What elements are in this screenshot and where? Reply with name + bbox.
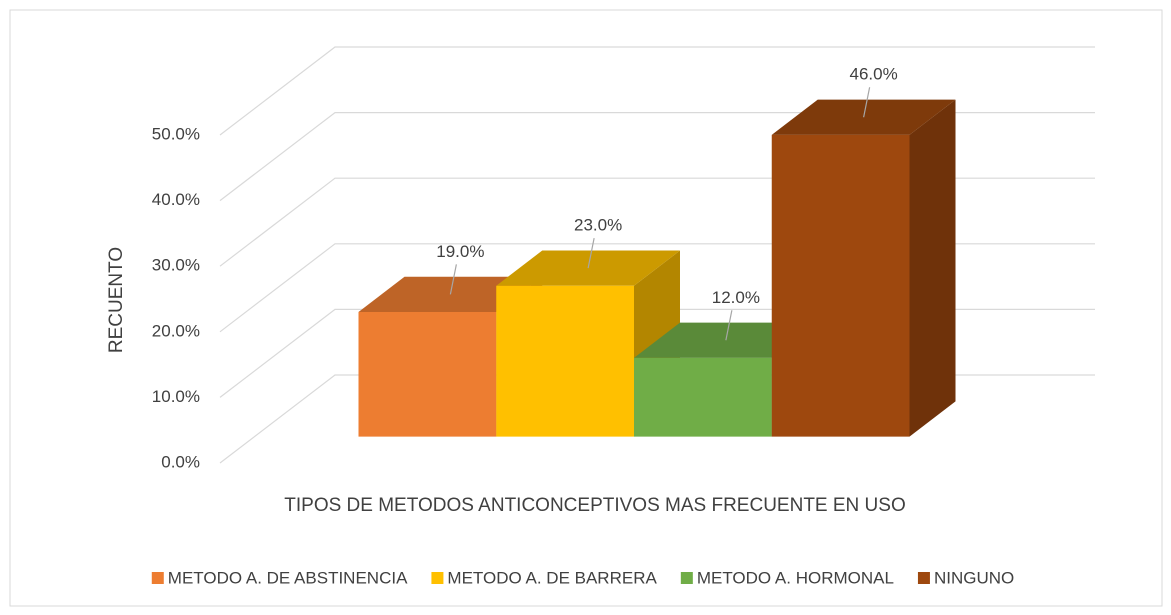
legend-label: METODO A. HORMONAL <box>697 568 894 587</box>
y-tick-label: 10.0% <box>152 387 200 406</box>
y-tick-label: 30.0% <box>152 256 200 275</box>
y-tick-label: 0.0% <box>161 452 200 471</box>
bar-front <box>496 285 634 437</box>
bar-front <box>771 134 910 437</box>
legend-label: METODO A. DE ABSTINENCIA <box>168 568 408 587</box>
leader-line <box>449 264 457 295</box>
bar-front <box>358 311 497 437</box>
leader-line <box>725 310 733 341</box>
grid-line <box>219 46 1095 136</box>
y-tick-label: 20.0% <box>152 321 200 340</box>
data-label: 23.0% <box>574 216 622 235</box>
y-axis-title: RECUENTO <box>106 247 127 353</box>
bar-side <box>909 99 956 437</box>
legend-label: NINGUNO <box>934 568 1014 587</box>
y-tick-label: 40.0% <box>152 190 200 209</box>
x-axis-title: TIPOS DE METODOS ANTICONCEPTIVOS MAS FRE… <box>284 495 905 516</box>
data-label: 12.0% <box>712 288 760 307</box>
bar-front <box>634 357 772 437</box>
legend-swatch <box>431 572 444 584</box>
legend-label: METODO A. DE BARRERA <box>447 568 657 587</box>
legend-swatch <box>680 572 693 584</box>
y-tick-label: 50.0% <box>152 124 200 143</box>
legend-swatch <box>917 572 930 584</box>
data-label: 46.0% <box>850 65 898 84</box>
legend-swatch <box>151 572 164 584</box>
leader-line <box>863 87 871 118</box>
data-label: 19.0% <box>436 242 484 261</box>
leader-line <box>587 238 595 269</box>
